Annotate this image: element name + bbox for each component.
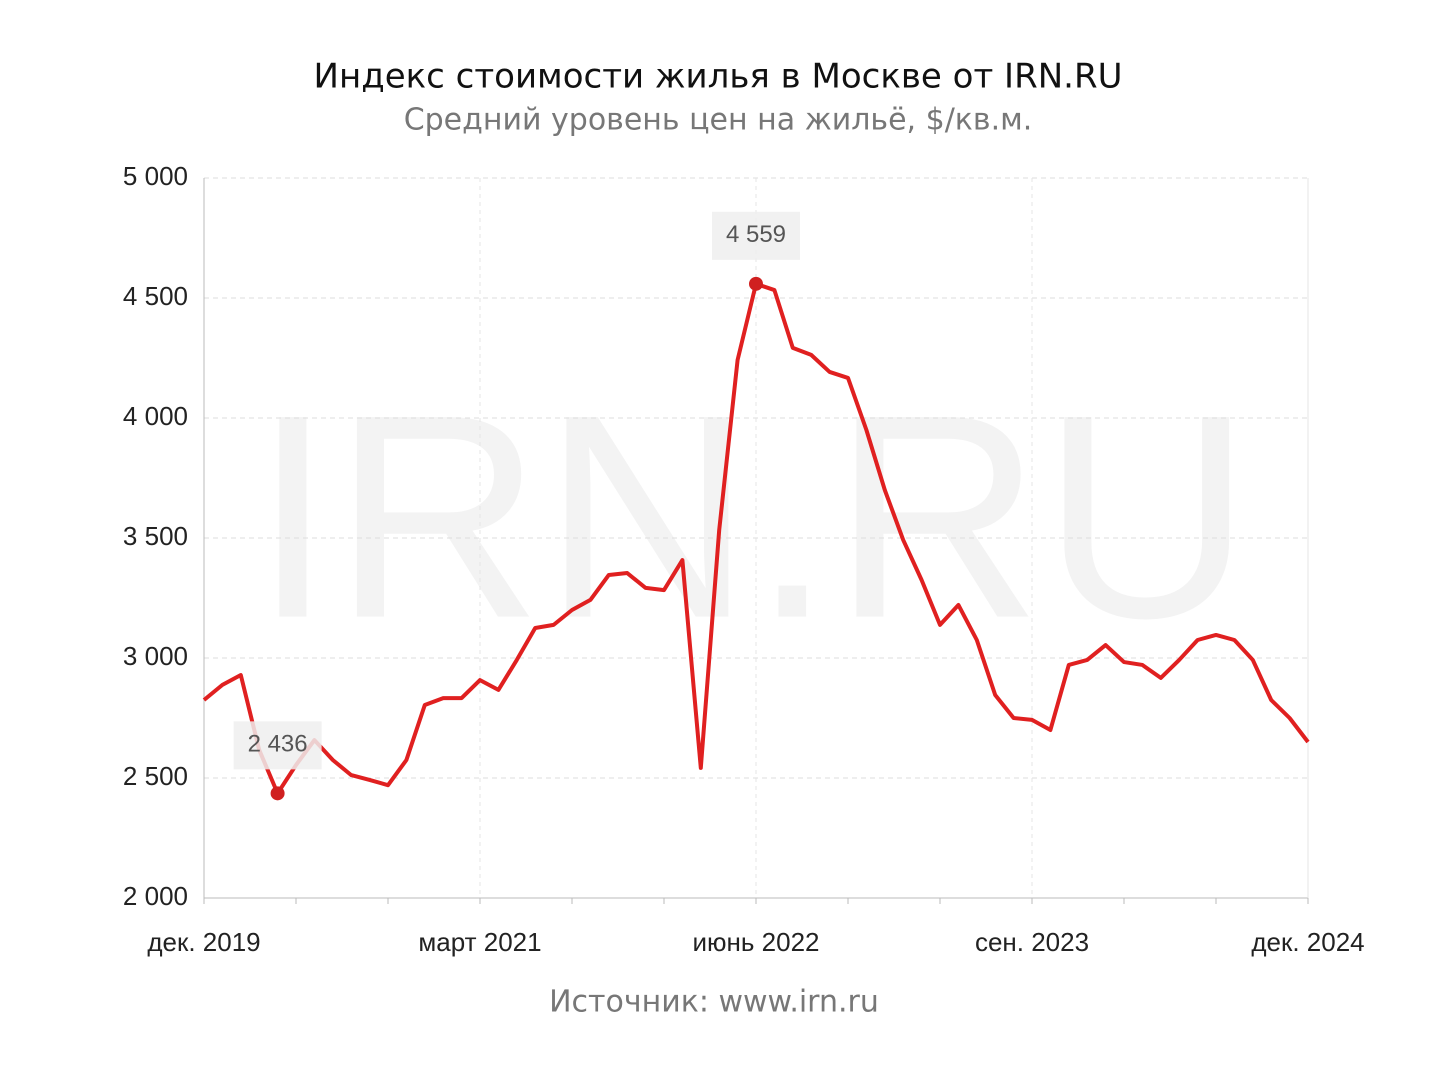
x-tick-label: март 2021: [418, 927, 541, 957]
x-tick-label: дек. 2024: [1251, 927, 1364, 957]
data-label: 4 559: [726, 221, 786, 248]
data-label: 2 436: [248, 731, 308, 758]
data-label-bg: [712, 211, 800, 260]
data-label-group: 4 559: [712, 211, 800, 260]
y-tick-label: 3 000: [123, 641, 188, 671]
marker: [270, 786, 285, 801]
marker: [749, 276, 763, 291]
chart-title: Индекс стоимости жилья в Москве от IRN.R…: [314, 57, 1123, 97]
watermark: IRN.RU: [253, 355, 1252, 679]
source: Источник: www.irn.ru: [549, 985, 879, 1020]
y-tick-label: 4 500: [123, 281, 188, 311]
y-tick-label: 2 000: [123, 881, 188, 911]
chart-subtitle: Средний уровень цен на жильё, $/кв.м.: [404, 103, 1033, 138]
x-tick-label: июнь 2022: [693, 927, 820, 957]
data-label-bg: [233, 721, 322, 770]
y-tick-label: 2 500: [123, 761, 188, 791]
x-tick-label: дек. 2019: [147, 927, 260, 957]
y-tick-label: 4 000: [123, 401, 188, 431]
y-tick-label: 5 000: [123, 161, 188, 191]
data-label-group: 2 436: [233, 721, 322, 770]
y-tick-label: 3 500: [123, 521, 188, 551]
x-tick-label: сен. 2023: [975, 927, 1089, 957]
